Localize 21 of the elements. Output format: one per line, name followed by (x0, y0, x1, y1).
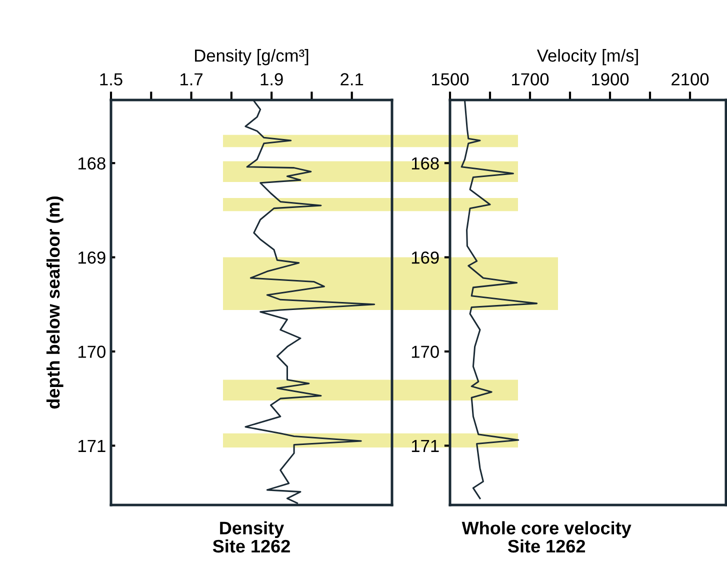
y-tick-label: 171 (412, 440, 439, 452)
text: Density Site 1262 (212, 521, 290, 553)
x-axis-title: Density [g/cm³] (195, 49, 308, 66)
y-tick-label: 169 (412, 251, 439, 264)
y-tick-label: 169 (78, 251, 106, 264)
y-axis-title: depth below seafloor (m) (46, 196, 64, 409)
x-axis-title: Velocity [m/s] (536, 49, 638, 66)
y-tick-label: 170 (412, 346, 439, 358)
x-tick-label: 1.5 (100, 73, 122, 86)
y-tick-label: 168 (412, 157, 439, 170)
x-tick-label: 1.9 (260, 73, 283, 86)
x-tick-label: 1900 (592, 73, 629, 86)
x-tick-label: 2100 (672, 73, 709, 86)
y-tick-label: 168 (78, 157, 106, 170)
x-tick-label: 1.7 (180, 73, 202, 86)
y-tick-label: 170 (78, 346, 106, 358)
text: Whole core velocity Site 1262 (462, 521, 632, 553)
x-tick-label: 1500 (432, 73, 469, 86)
y-tick-label: 171 (78, 440, 106, 452)
x-tick-label: 1700 (512, 73, 549, 86)
x-tick-label: 2.1 (340, 73, 364, 86)
